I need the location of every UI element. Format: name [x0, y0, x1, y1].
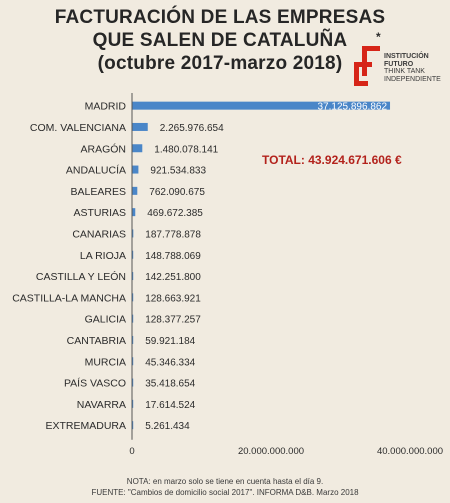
x-tick-label: 40.000.000.000 [377, 446, 443, 457]
category-label: ARAGÓN [80, 142, 126, 155]
bar-value-label: 762.090.675 [149, 187, 205, 198]
note-text: NOTA: en marzo solo se tiene en cuenta h… [126, 477, 324, 486]
title-line-2: QUE SALEN DE CATALUÑA [92, 30, 348, 51]
bar-value-label: 17.614.524 [145, 400, 195, 411]
bar-value-label: 2.265.976.654 [160, 123, 224, 134]
bar [132, 335, 134, 344]
category-label: MADRID [85, 101, 127, 113]
category-label: NAVARRA [77, 399, 126, 411]
bar [132, 101, 391, 110]
bar [132, 186, 138, 195]
category-label: CASTILLA Y LEÓN [36, 270, 126, 283]
category-label: CANARIAS [72, 228, 126, 240]
bar-value-label: 128.663.921 [145, 293, 201, 304]
bar [132, 293, 134, 302]
bar [132, 165, 139, 174]
category-label: EXTREMADURA [45, 420, 126, 432]
bar [132, 229, 134, 238]
bar-value-label: 35.418.654 [145, 379, 195, 390]
bar-value-label: 59.921.184 [145, 336, 195, 347]
bar-value-label: 187.778.878 [145, 229, 201, 240]
bar [132, 357, 134, 366]
title-line-3: (octubre 2017-marzo 2018) [97, 53, 343, 74]
bar-value-label: 921.534.833 [150, 166, 206, 177]
logo-line-4: INDEPENDIENTE [384, 75, 441, 83]
bar [132, 399, 134, 408]
category-label: ASTURIAS [73, 207, 126, 219]
bar-value-label: 45.346.334 [145, 357, 195, 368]
category-label: GALICIA [85, 314, 126, 326]
title-line-1: FACTURACIÓN DE LAS EMPRESAS [54, 7, 386, 28]
category-label: LA RIOJA [80, 250, 126, 262]
category-label: CANTABRIA [67, 335, 126, 347]
bar [132, 122, 148, 131]
bar [132, 314, 134, 323]
logo-line-1: INSTITUCIÓN [384, 53, 429, 60]
bar-value-label: 5.261.434 [145, 421, 190, 432]
bar-value-label: 1.480.078.141 [154, 144, 218, 155]
bar [132, 378, 134, 387]
logo-mark-icon [354, 46, 380, 86]
chart-title: FACTURACIÓN DE LAS EMPRESAS QUE SALEN DE… [0, 6, 440, 75]
category-label: PAÍS VASCO [64, 377, 126, 390]
bar-value-label: 469.672.385 [147, 208, 203, 219]
bar [132, 272, 134, 281]
category-label: COM. VALENCIANA [30, 122, 126, 134]
logo-text: INSTITUCIÓN FUTURO THINK TANK INDEPENDIE… [384, 53, 441, 83]
bar-value-label: 37.125.896.862 [318, 102, 388, 113]
bar-value-label: 142.251.800 [145, 272, 201, 283]
category-label: BALEARES [71, 186, 126, 198]
bar-value-label: 148.788.069 [145, 251, 201, 262]
category-label: ANDALUCÍA [66, 164, 126, 177]
bar [132, 421, 134, 430]
institucion-futuro-logo: INSTITUCIÓN FUTURO THINK TANK INDEPENDIE… [354, 44, 450, 94]
bar-chart: MADRID 37.125.896.862 COM. VALENCIANA 2.265… [12, 93, 443, 457]
source-text: FUENTE: "Cambios de domicilio social 201… [91, 488, 359, 497]
category-label: CASTILLA-LA MANCHA [12, 292, 126, 304]
logo-line-2: FUTURO [384, 60, 414, 68]
bar-value-label: 128.377.257 [145, 315, 201, 326]
footnote: NOTA: en marzo solo se tiene en cuenta h… [0, 476, 450, 498]
total-label: TOTAL: 43.924.671.606 € [262, 153, 402, 167]
bar [132, 208, 136, 217]
bar [132, 250, 134, 259]
x-tick-label: 0 [129, 446, 134, 457]
category-label: MURCIA [85, 356, 126, 368]
x-tick-label: 20.000.000.000 [238, 446, 304, 457]
bar [132, 144, 143, 153]
title-asterisk: * [376, 30, 381, 44]
logo-line-3: THINK TANK [384, 68, 425, 75]
